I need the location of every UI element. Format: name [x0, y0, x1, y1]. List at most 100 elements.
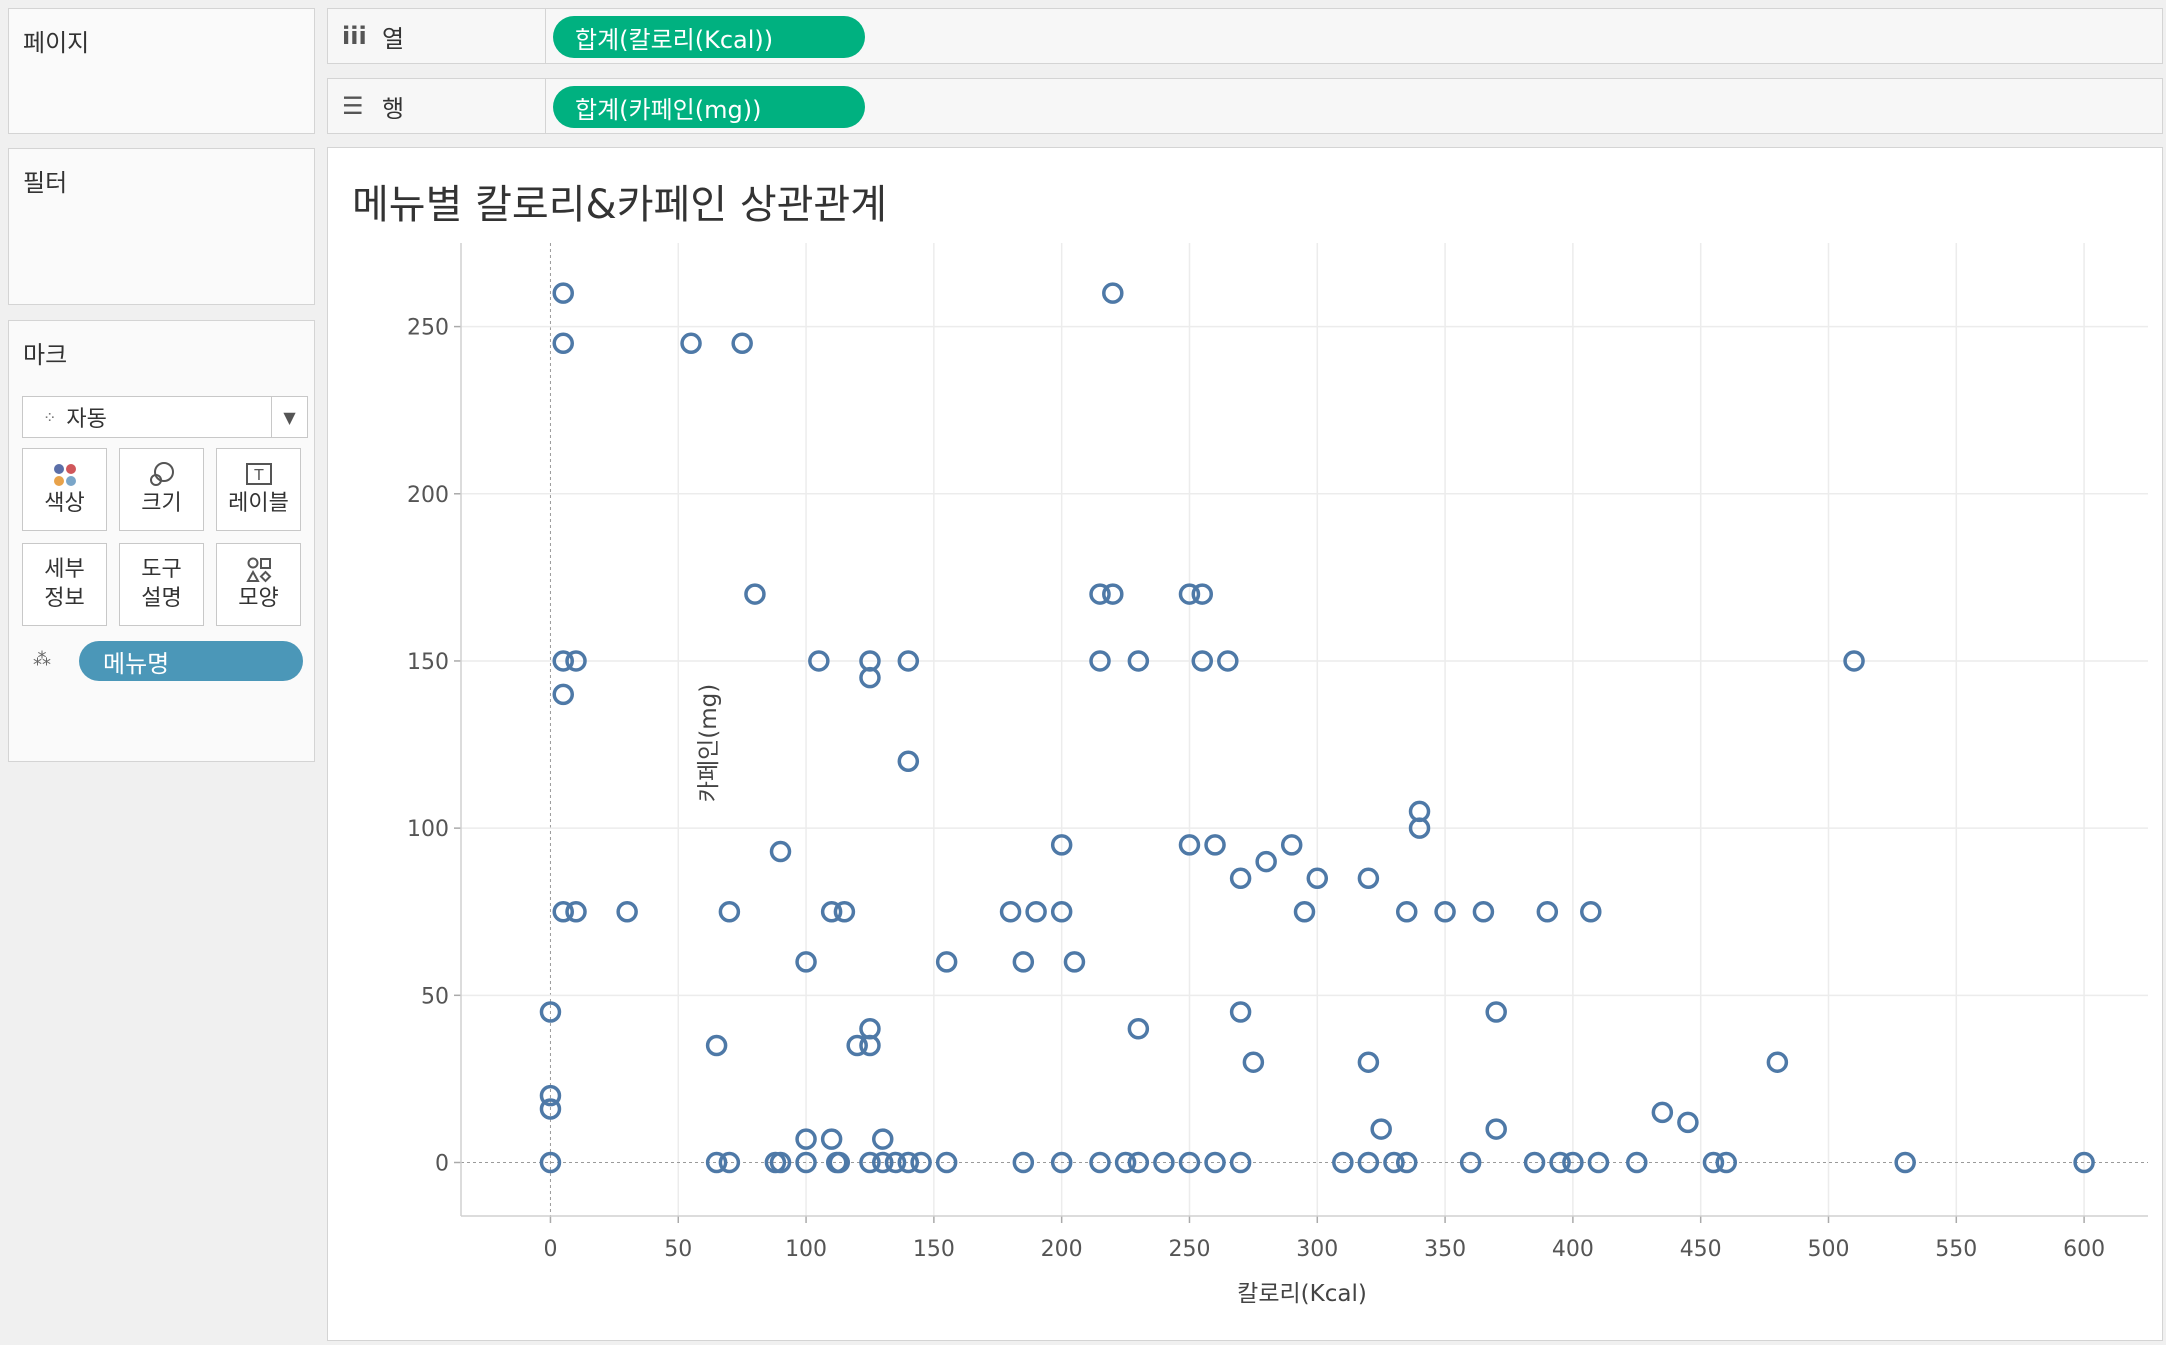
data-point[interactable] [1894, 1151, 1916, 1174]
data-point[interactable] [1050, 1151, 1073, 1174]
data-point[interactable] [795, 951, 817, 973]
data-point[interactable] [769, 1151, 792, 1174]
data-point[interactable] [552, 683, 574, 706]
data-point[interactable] [1153, 1151, 1175, 1174]
data-point[interactable] [1127, 1151, 1150, 1174]
data-point[interactable] [718, 900, 741, 923]
mark-type-dropdown[interactable]: ⁘ 자동 ▼ [22, 396, 308, 438]
data-point[interactable] [705, 1151, 728, 1174]
point-layer[interactable] [539, 282, 2095, 1174]
data-point[interactable] [795, 1151, 817, 1174]
data-point[interactable] [539, 1098, 562, 1120]
filters-panel[interactable]: 필터 [8, 148, 315, 305]
data-point[interactable] [1434, 900, 1456, 923]
data-point[interactable] [1204, 1151, 1226, 1174]
data-point[interactable] [1766, 1051, 1789, 1073]
data-point[interactable] [910, 1151, 932, 1174]
data-point[interactable] [1102, 583, 1124, 605]
data-point[interactable] [565, 900, 587, 923]
data-point[interactable] [1178, 834, 1201, 856]
data-point[interactable] [1089, 583, 1111, 605]
data-point[interactable] [1715, 1151, 1737, 1174]
data-point[interactable] [1370, 1118, 1392, 1140]
data-point[interactable] [808, 650, 830, 672]
data-point[interactable] [731, 332, 753, 355]
data-point[interactable] [769, 840, 792, 863]
chevron-down-icon[interactable]: ▼ [271, 397, 307, 437]
tooltip-button[interactable]: 도구 설명 [119, 543, 204, 626]
data-point[interactable] [1063, 951, 1086, 973]
data-point[interactable] [1178, 583, 1201, 605]
data-point[interactable] [680, 332, 702, 355]
data-point[interactable] [859, 1034, 881, 1057]
data-point[interactable] [539, 1151, 562, 1174]
data-point[interactable] [1293, 900, 1316, 923]
label-button[interactable]: T 레이블 [216, 448, 301, 531]
data-point[interactable] [1127, 650, 1150, 672]
data-point[interactable] [1217, 650, 1239, 672]
data-point[interactable] [1357, 1151, 1380, 1174]
data-point[interactable] [539, 1084, 562, 1107]
data-point[interactable] [1562, 1151, 1584, 1174]
data-point[interactable] [1383, 1151, 1405, 1174]
data-point[interactable] [552, 282, 574, 304]
data-point[interactable] [1587, 1151, 1610, 1174]
data-point[interactable] [820, 900, 843, 923]
data-point[interactable] [1178, 1151, 1201, 1174]
data-point[interactable] [1204, 834, 1226, 856]
data-point[interactable] [552, 650, 574, 672]
data-point[interactable] [1626, 1151, 1648, 1174]
data-point[interactable] [1050, 834, 1073, 856]
data-point[interactable] [820, 1128, 843, 1150]
data-point[interactable] [1408, 817, 1431, 839]
data-point[interactable] [744, 583, 766, 605]
data-point[interactable] [1651, 1101, 1674, 1124]
data-point[interactable] [552, 900, 574, 923]
data-point[interactable] [1242, 1051, 1265, 1073]
data-point[interactable] [846, 1034, 868, 1057]
data-point[interactable] [1485, 1118, 1507, 1140]
data-point[interactable] [1485, 1001, 1507, 1023]
data-point[interactable] [616, 900, 638, 923]
data-point[interactable] [2073, 1151, 2095, 1174]
data-point[interactable] [859, 666, 881, 689]
data-point[interactable] [1229, 867, 1252, 890]
data-point[interactable] [1012, 1151, 1035, 1174]
data-point[interactable] [1357, 867, 1380, 890]
data-point[interactable] [1280, 834, 1303, 856]
data-point[interactable] [999, 900, 1022, 923]
data-point[interactable] [1025, 900, 1047, 923]
data-point[interactable] [1050, 900, 1073, 923]
data-point[interactable] [935, 1151, 958, 1174]
data-point[interactable] [565, 650, 587, 672]
scatter-chart[interactable]: 0 50 100 150 200 250 300 350 400 450 500 550 600 0 50 1… [328, 148, 2162, 1340]
data-point[interactable] [705, 1034, 728, 1057]
data-point[interactable] [552, 332, 574, 355]
data-point[interactable] [1127, 1018, 1150, 1040]
detail-button[interactable]: 세부 정보 [22, 543, 107, 626]
data-point[interactable] [884, 1151, 907, 1174]
data-point[interactable] [897, 750, 920, 773]
data-point[interactable] [1089, 1151, 1111, 1174]
data-point[interactable] [833, 900, 856, 923]
data-point[interactable] [1580, 900, 1602, 923]
data-point[interactable] [872, 1128, 894, 1150]
data-point[interactable] [1102, 282, 1124, 304]
data-point[interactable] [1523, 1151, 1546, 1174]
data-point[interactable] [1702, 1151, 1725, 1174]
data-point[interactable] [1089, 650, 1111, 672]
data-point[interactable] [1549, 1151, 1571, 1174]
data-point[interactable] [1843, 650, 1865, 672]
data-point[interactable] [1229, 1151, 1252, 1174]
pages-panel[interactable]: 페이지 [8, 8, 315, 134]
columns-shelf[interactable]: iii 열 합계(칼로리(Kcal)) [327, 8, 2163, 64]
data-point[interactable] [935, 951, 958, 973]
rows-field-pill[interactable]: 합계(카페인(mg)) [553, 86, 865, 128]
data-point[interactable] [872, 1151, 894, 1174]
data-point[interactable] [1191, 650, 1214, 672]
data-point[interactable] [1306, 867, 1329, 890]
data-point[interactable] [1459, 1151, 1482, 1174]
rows-shelf[interactable]: ☰ 행 합계(카페인(mg)) [327, 78, 2163, 134]
data-point[interactable] [1677, 1111, 1699, 1134]
data-point[interactable] [1472, 900, 1495, 923]
